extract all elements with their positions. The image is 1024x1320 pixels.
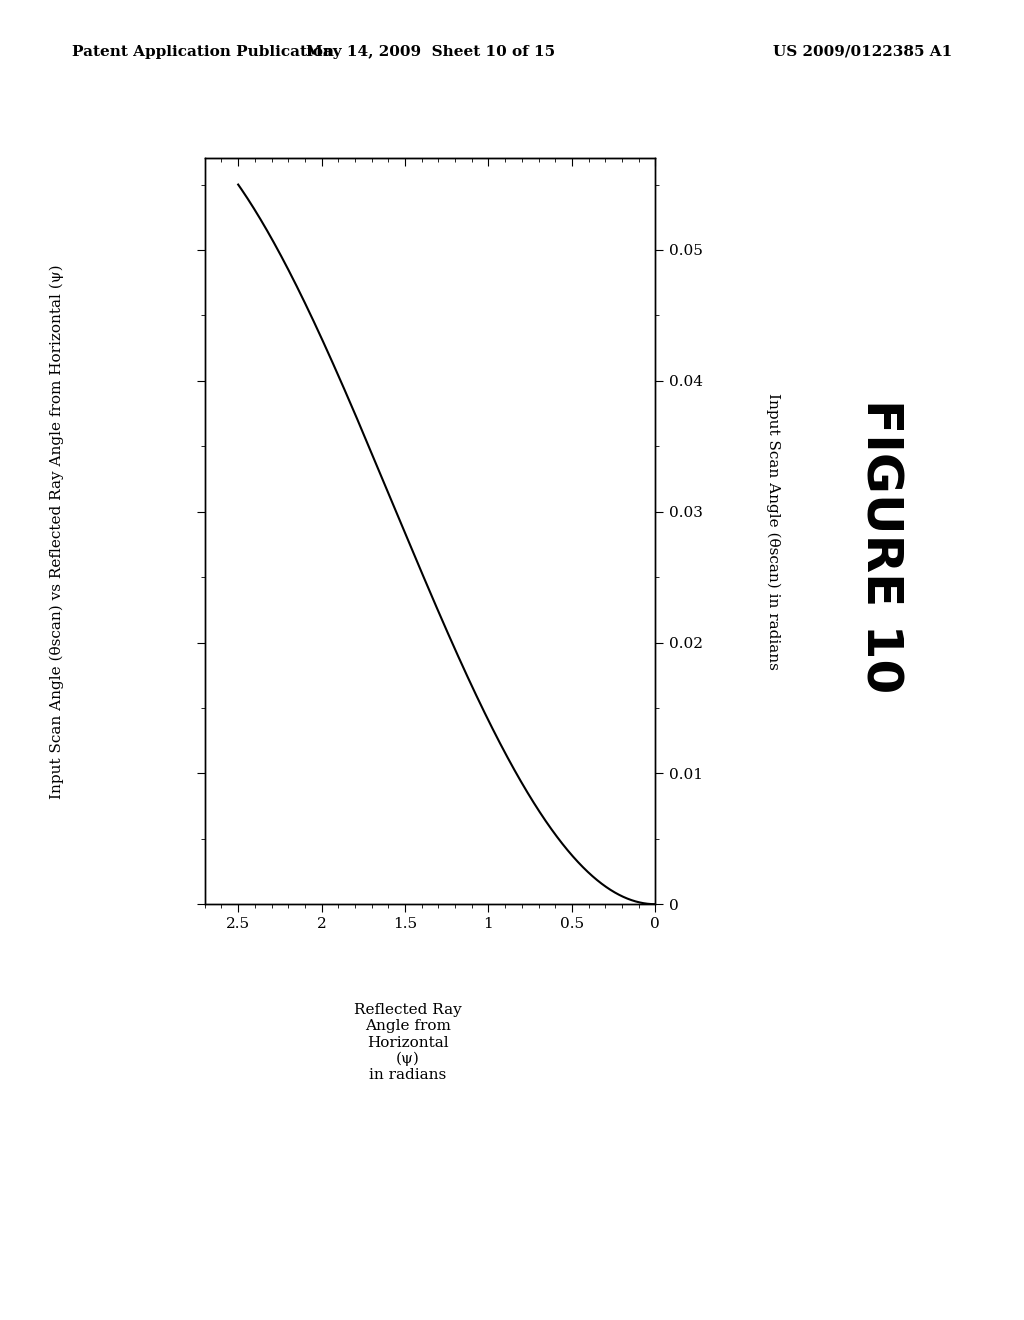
Text: May 14, 2009  Sheet 10 of 15: May 14, 2009 Sheet 10 of 15 (305, 45, 555, 59)
Text: Input Scan Angle (θscan) vs Reflected Ray Angle from Horizontal (ψ): Input Scan Angle (θscan) vs Reflected Ra… (49, 264, 63, 799)
Text: FIGURE 10: FIGURE 10 (857, 399, 904, 693)
Text: Reflected Ray
Angle from
Horizontal
(ψ)
in radians: Reflected Ray Angle from Horizontal (ψ) … (353, 1003, 462, 1082)
Text: Patent Application Publication: Patent Application Publication (72, 45, 334, 59)
Text: Input Scan Angle (θscan) in radians: Input Scan Angle (θscan) in radians (766, 393, 780, 669)
Text: US 2009/0122385 A1: US 2009/0122385 A1 (773, 45, 952, 59)
